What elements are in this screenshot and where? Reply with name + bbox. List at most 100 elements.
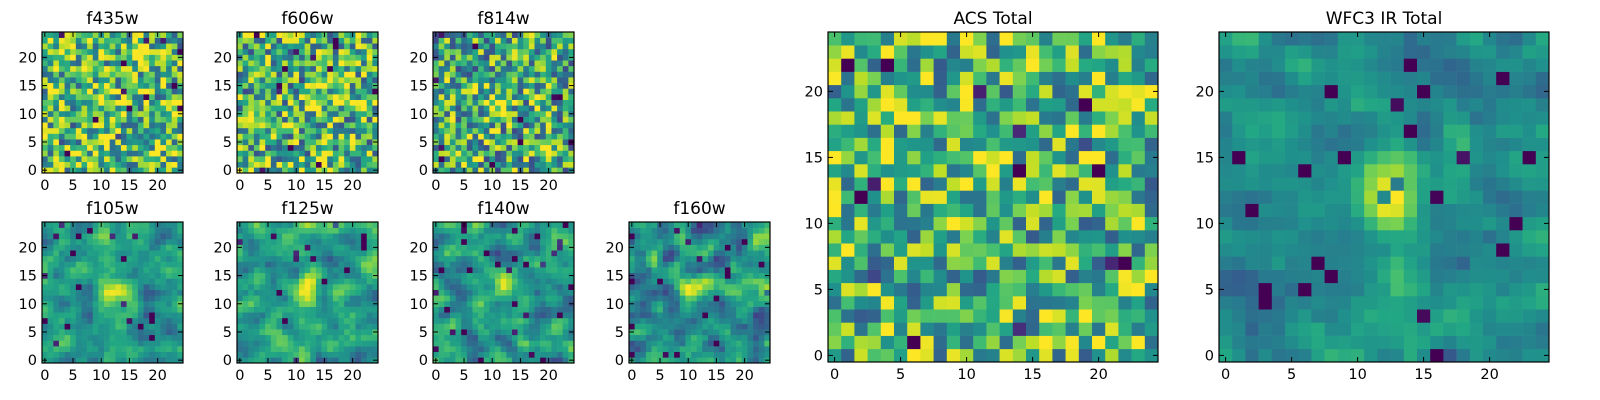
heatmap-cell bbox=[137, 244, 144, 251]
heatmap-cell bbox=[98, 77, 105, 84]
heatmap-cell bbox=[98, 295, 105, 302]
x-tick-label: 20 bbox=[735, 368, 753, 384]
heatmap-cell bbox=[557, 48, 564, 55]
heatmap-cell bbox=[270, 88, 277, 95]
heatmap-cell bbox=[171, 71, 178, 78]
heatmap-cell bbox=[253, 122, 260, 129]
heatmap-cell bbox=[449, 334, 456, 341]
heatmap-cell bbox=[304, 82, 311, 89]
heatmap-cell bbox=[321, 329, 328, 336]
heatmap-cell bbox=[736, 238, 743, 245]
heatmap-cell bbox=[894, 243, 908, 257]
heatmap-cell bbox=[562, 150, 569, 157]
heatmap-cell bbox=[64, 82, 71, 89]
heatmap-cell bbox=[104, 65, 110, 72]
heatmap-cell bbox=[149, 105, 156, 112]
heatmap-cell bbox=[287, 88, 294, 95]
heatmap-cell bbox=[366, 139, 373, 146]
heatmap-cell bbox=[338, 250, 345, 257]
heatmap-cell bbox=[132, 144, 139, 151]
heatmap-cell bbox=[433, 48, 439, 55]
heatmap-cell bbox=[338, 255, 345, 262]
heatmap-cell bbox=[166, 144, 173, 151]
heatmap-cell bbox=[557, 127, 564, 134]
heatmap-cell bbox=[310, 261, 317, 268]
heatmap-cell bbox=[53, 32, 60, 38]
heatmap-cell bbox=[361, 94, 368, 100]
heatmap-cell bbox=[160, 65, 167, 72]
heatmap-cell bbox=[1065, 282, 1080, 297]
heatmap-cell bbox=[551, 127, 558, 134]
heatmap-cell bbox=[344, 222, 351, 228]
heatmap-cell bbox=[668, 340, 675, 347]
heatmap-cell bbox=[81, 329, 88, 336]
heatmap-cell bbox=[355, 340, 362, 347]
heatmap-cell bbox=[53, 267, 60, 274]
heatmap-cell bbox=[315, 156, 322, 163]
heatmap-cell bbox=[149, 261, 156, 268]
heatmap-cell bbox=[248, 284, 255, 290]
heatmap-cell bbox=[466, 323, 473, 330]
heatmap-cell bbox=[557, 161, 564, 168]
heatmap-cell bbox=[449, 77, 456, 84]
heatmap-cell bbox=[104, 167, 110, 174]
heatmap-cell bbox=[444, 289, 451, 296]
heatmap-cell bbox=[154, 99, 161, 106]
heatmap-cell bbox=[651, 284, 658, 290]
heatmap-cell bbox=[973, 348, 987, 363]
heatmap-cell bbox=[265, 306, 272, 313]
heatmap-cell bbox=[764, 340, 771, 347]
heatmap-cell bbox=[321, 60, 328, 67]
heatmap-cell bbox=[640, 357, 647, 364]
heatmap-cell bbox=[540, 88, 547, 95]
heatmap-cell bbox=[344, 105, 351, 112]
heatmap-cell bbox=[310, 156, 317, 163]
heatmap-cell bbox=[361, 306, 368, 313]
heatmap-cell bbox=[562, 278, 569, 285]
heatmap-cell bbox=[758, 272, 765, 279]
heatmap-cell bbox=[282, 99, 289, 106]
heatmap-cell bbox=[299, 222, 305, 228]
heatmap-cell bbox=[42, 306, 48, 313]
heatmap-cell bbox=[562, 340, 569, 347]
heatmap-cell bbox=[87, 43, 94, 50]
heatmap-cell bbox=[517, 60, 524, 67]
heatmap-cell bbox=[149, 346, 156, 353]
heatmap-cell bbox=[753, 323, 760, 330]
heatmap-cell bbox=[960, 177, 974, 191]
heatmap-cell bbox=[645, 334, 652, 341]
heatmap-cell bbox=[478, 48, 485, 55]
heatmap-cell bbox=[293, 261, 300, 268]
heatmap-cell bbox=[321, 300, 328, 307]
heatmap-cell bbox=[662, 244, 669, 251]
heatmap-cell bbox=[242, 323, 249, 330]
heatmap-cell bbox=[828, 309, 842, 323]
heatmap-cell bbox=[523, 300, 530, 307]
heatmap-cell bbox=[999, 335, 1014, 350]
heatmap-cell bbox=[1131, 269, 1146, 284]
heatmap-cell bbox=[276, 150, 283, 157]
heatmap-cell bbox=[483, 32, 490, 38]
heatmap-cell bbox=[98, 346, 105, 353]
heatmap-cell bbox=[1144, 309, 1159, 323]
heatmap-cell bbox=[70, 127, 77, 134]
heatmap-cell bbox=[64, 127, 71, 134]
heatmap-cell bbox=[265, 329, 272, 336]
heatmap-cell bbox=[287, 323, 294, 330]
heatmap-cell bbox=[259, 105, 266, 112]
heatmap-cell bbox=[495, 278, 501, 285]
heatmap-cell bbox=[171, 238, 178, 245]
heatmap-cell bbox=[634, 289, 641, 296]
heatmap-cell bbox=[679, 300, 686, 307]
heatmap-cell bbox=[483, 306, 490, 313]
heatmap-cell bbox=[528, 60, 535, 67]
y-tick-label: 10 bbox=[410, 297, 428, 313]
heatmap-cell bbox=[466, 60, 473, 67]
heatmap-cell bbox=[461, 295, 468, 302]
heatmap-cell bbox=[58, 88, 65, 95]
heatmap-cell bbox=[438, 54, 445, 61]
heatmap-cell bbox=[472, 357, 479, 364]
heatmap-cell bbox=[338, 88, 345, 95]
heatmap-cell bbox=[478, 99, 485, 106]
heatmap-cell bbox=[1092, 348, 1106, 363]
